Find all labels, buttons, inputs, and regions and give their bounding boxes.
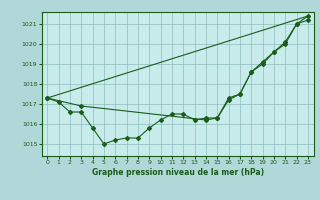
X-axis label: Graphe pression niveau de la mer (hPa): Graphe pression niveau de la mer (hPa) (92, 168, 264, 177)
